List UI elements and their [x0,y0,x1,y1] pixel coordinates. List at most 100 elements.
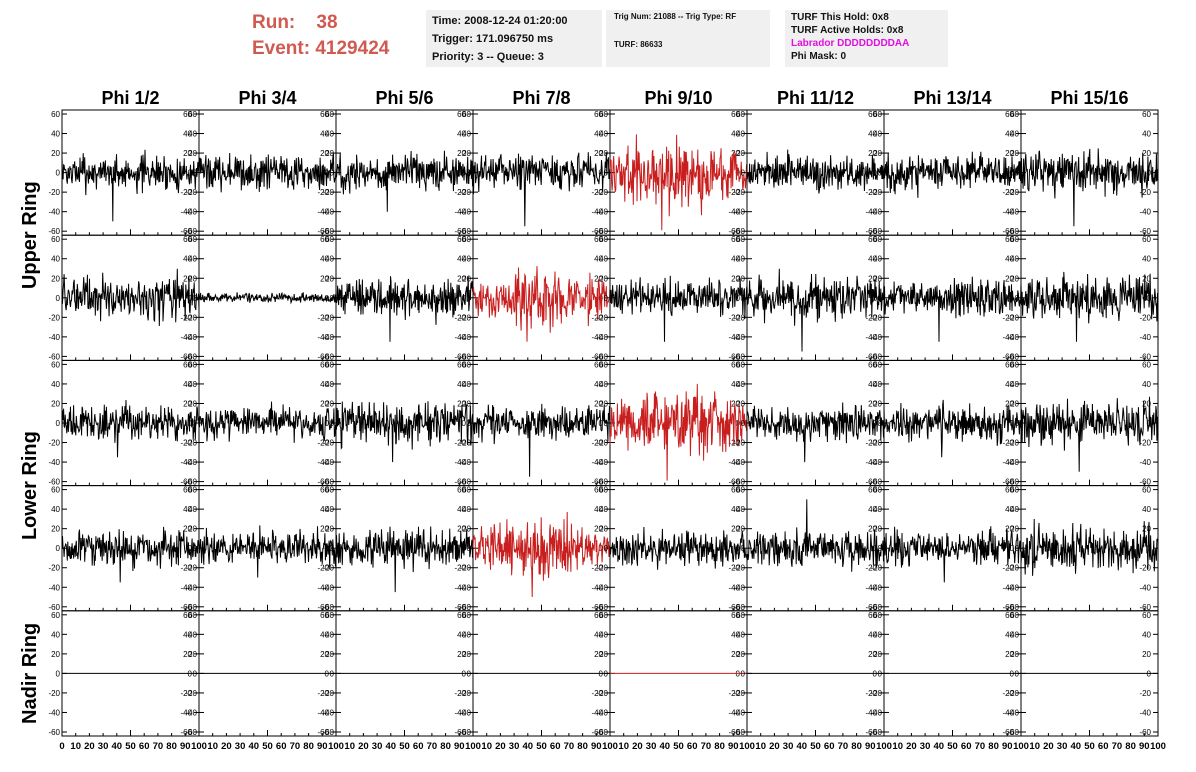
y-tick-label: 40 [1142,130,1151,139]
y-tick-label: 0 [604,669,609,678]
y-tick-label: 40 [320,505,329,514]
y-tick-label: 20 [457,650,466,659]
y-tick-label: -60 [48,478,60,487]
y-tick-label: 20 [325,274,334,283]
y-tick-label: -40 [180,458,192,467]
y-tick-label: -60 [1139,728,1151,737]
waveform-trace [472,266,611,342]
y-tick-label: 0 [56,544,61,553]
y-tick-label: -20 [865,439,877,448]
y-tick-label: -20 [185,188,197,197]
y-tick-label: -40 [1139,583,1151,592]
x-tick-label: 40 [1071,741,1082,752]
y-tick-label: -20 [596,188,608,197]
waveform-trace [198,401,337,443]
y-tick-label: 20 [183,274,192,283]
y-tick-label: -40 [865,208,877,217]
x-tick-label: 100 [191,741,207,752]
y-tick-label: -40 [459,583,471,592]
y-tick-label: -60 [322,478,334,487]
x-tick-label: 70 [975,741,986,752]
y-tick-label: 40 [594,505,603,514]
y-tick-label: -40 [1007,583,1019,592]
y-tick-label: 20 [873,525,882,534]
y-tick-label: 0 [56,294,61,303]
run-info: Run: 38 Event: 4129424 [252,10,389,62]
x-tick-label: 10 [207,741,218,752]
x-tick-label: 100 [328,741,344,752]
y-tick-label: -40 [1002,458,1014,467]
y-tick-label: 20 [599,525,608,534]
x-tick-label: 60 [1098,741,1109,752]
x-tick-label: 60 [139,741,150,752]
trig-line: Trig Num: 21088 -- Trig Type: RF [614,12,737,21]
y-tick-label: -60 [870,352,882,361]
x-tick-label: 10 [618,741,629,752]
y-tick-label: 40 [183,130,192,139]
y-tick-label: -20 [185,439,197,448]
y-tick-label: 20 [51,525,60,534]
y-tick-label: -20 [180,689,192,698]
y-tick-label: 20 [1005,650,1014,659]
y-tick-label: -60 [728,227,740,236]
y-tick-label: 20 [599,149,608,158]
y-tick-label: -20 [317,313,329,322]
x-tick-label: 30 [1057,741,1068,752]
waveform-trace [198,525,337,578]
waveform-trace [198,152,337,193]
event-value: 4129424 [315,38,390,59]
y-tick-label: 60 [183,235,192,244]
y-tick-label: 40 [1005,380,1014,389]
y-tick-label: 20 [868,525,877,534]
y-tick-label: 60 [731,110,740,119]
y-tick-label: 60 [731,611,740,620]
y-tick-label: 40 [1142,255,1151,264]
y-tick-label: -40 [870,333,882,342]
x-tick-label: 20 [221,741,232,752]
y-tick-label: 60 [51,360,60,369]
y-tick-label: 60 [462,611,471,620]
y-tick-label: 20 [868,399,877,408]
y-tick-label: -40 [1007,458,1019,467]
x-tick-label: 90 [317,741,328,752]
y-tick-label: -60 [185,352,197,361]
y-tick-label: 20 [1142,149,1151,158]
y-tick-label: 40 [873,505,882,514]
y-tick-label: 40 [325,630,334,639]
y-tick-label: 40 [731,380,740,389]
y-tick-label: 0 [467,419,472,428]
y-tick-label: -40 [591,458,603,467]
y-tick-label: -60 [1007,603,1019,612]
y-tick-label: 20 [599,399,608,408]
y-tick-label: 20 [1010,525,1019,534]
y-tick-label: 40 [183,630,192,639]
y-tick-label: 20 [599,274,608,283]
y-tick-label: -60 [733,352,745,361]
y-tick-label: -60 [48,352,60,361]
x-tick-label: 50 [262,741,273,752]
x-tick-label: 80 [166,741,177,752]
y-tick-label: -40 [185,333,197,342]
waveform-trace [1020,518,1159,576]
y-tick-label: -20 [1139,188,1151,197]
x-tick-label: 50 [947,741,958,752]
y-tick-label: 0 [1015,669,1020,678]
y-tick-label: 40 [325,380,334,389]
y-tick-label: -20 [728,313,740,322]
column-header: Phi 1/2 [101,88,159,108]
event-row: Event: 4129424 [252,36,389,62]
y-tick-label: 40 [462,630,471,639]
y-tick-label: 60 [1010,611,1019,620]
time-info-box: Time: 2008-12-24 01:20:00 Trigger: 171.0… [426,10,602,67]
y-tick-label: 20 [183,399,192,408]
y-tick-label: -40 [1139,208,1151,217]
y-tick-label: 20 [325,149,334,158]
y-tick-label: -40 [596,333,608,342]
y-tick-label: -40 [591,333,603,342]
y-tick-label: 60 [594,486,603,495]
y-tick-label: 40 [873,130,882,139]
y-tick-label: 0 [56,419,61,428]
x-tick-label: 100 [1013,741,1029,752]
y-tick-label: 40 [320,630,329,639]
y-tick-label: 60 [188,486,197,495]
